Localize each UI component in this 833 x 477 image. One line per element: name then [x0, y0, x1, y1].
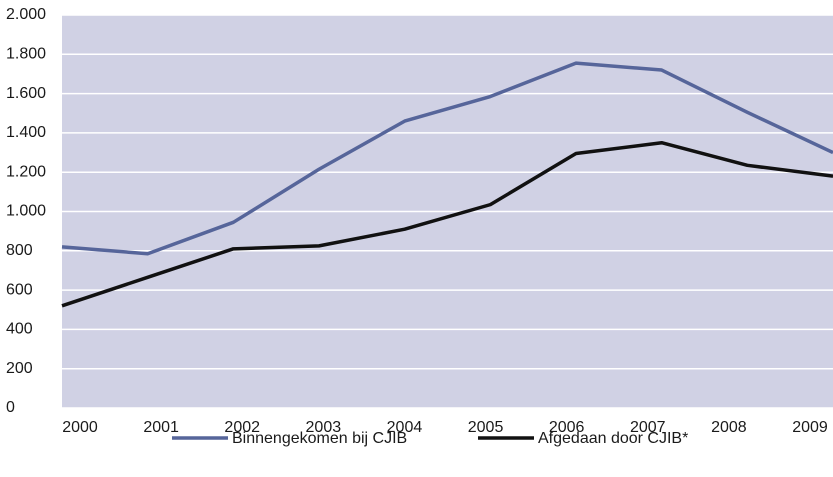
y-tick-label: 1.000: [6, 203, 46, 220]
y-tick-label: 1.800: [6, 46, 46, 63]
legend-label: Binnengekomen bij CJIB: [232, 430, 407, 447]
x-tick-label: 2001: [143, 419, 179, 436]
y-tick-label: 200: [6, 360, 33, 377]
y-tick-label: 400: [6, 321, 33, 338]
series-line: [61, 61, 833, 256]
x-tick-label: 2007: [630, 419, 666, 436]
y-tick-label: 1.400: [6, 124, 46, 141]
x-tick-label: 2000: [62, 419, 98, 436]
x-tick-label: 2002: [224, 419, 260, 436]
legend-label: Afgedaan door CJIB*: [538, 430, 688, 447]
y-tick-label: 600: [6, 281, 33, 298]
y-tick-label: 800: [6, 242, 33, 259]
x-tick-label: 2008: [711, 419, 747, 436]
y-tick-label: 0: [6, 399, 15, 416]
x-tick-label: 2009: [792, 419, 828, 436]
y-tick-label: 1.600: [6, 85, 46, 102]
x-tick-label: 2006: [549, 419, 585, 436]
x-tick-label: 2004: [387, 419, 423, 436]
y-tick-label: 1.200: [6, 163, 46, 180]
x-tick-label: 2003: [306, 419, 342, 436]
x-tick-label: 2005: [468, 419, 504, 436]
series-line: [61, 140, 833, 308]
y-tick-label: 2.000: [6, 6, 46, 23]
